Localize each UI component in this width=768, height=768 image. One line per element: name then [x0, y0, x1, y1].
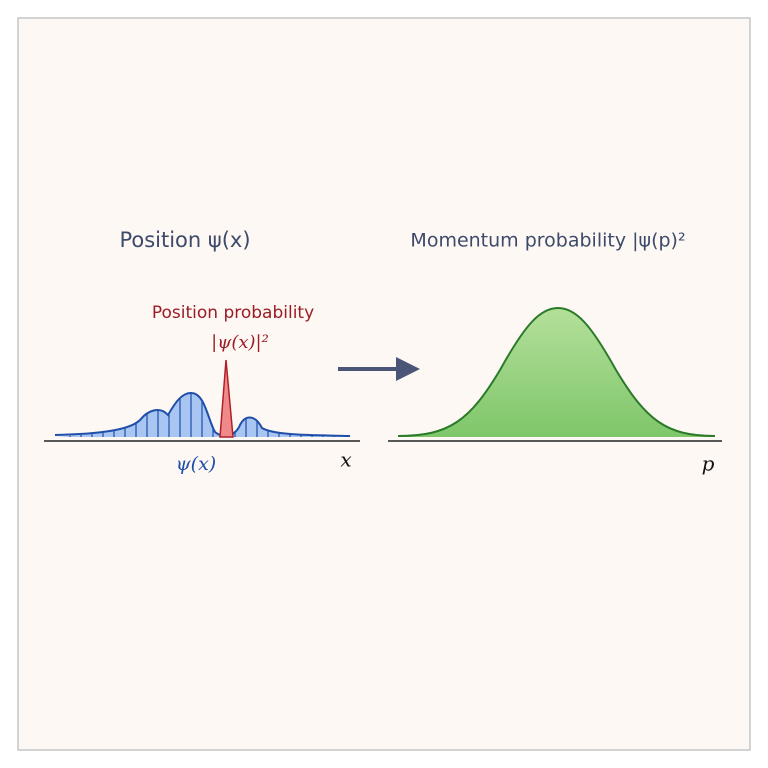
arrow-head — [396, 357, 420, 381]
momentum-curve — [397, 306, 716, 437]
right-title: Momentum probability |ψ(p)² — [410, 230, 685, 252]
wave-curve — [54, 391, 351, 437]
left-title: Position ψ(x) — [119, 228, 250, 252]
frame — [17, 17, 751, 751]
peak-label: Position probability — [152, 303, 314, 323]
probability-spike — [219, 359, 234, 438]
x-axis-label: x — [340, 448, 351, 472]
momentum-fill — [398, 308, 715, 437]
peak-formula: |ψ(x)|² — [211, 332, 269, 353]
p-axis-label: p — [702, 452, 715, 476]
wave-label: ψ(x) — [176, 453, 216, 475]
